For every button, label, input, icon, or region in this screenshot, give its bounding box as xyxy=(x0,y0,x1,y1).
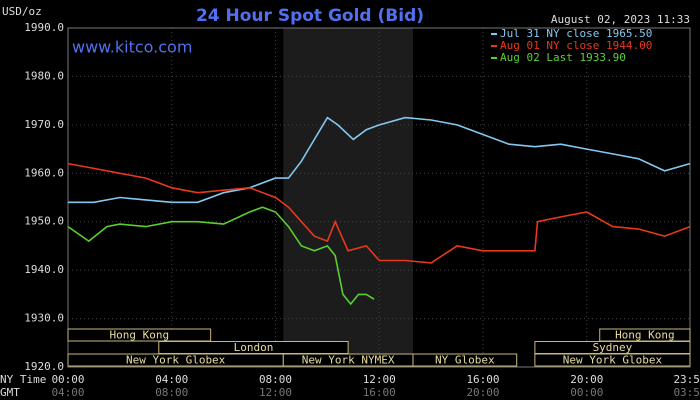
x2-axis-label: GMT xyxy=(0,386,20,399)
y-tick-label: 1990.0 xyxy=(24,21,64,34)
session-bar xyxy=(67,328,212,342)
x-tick-label: 23:59 xyxy=(673,373,700,386)
y-tick-label: 1930.0 xyxy=(24,312,64,325)
session-label: NY Globex xyxy=(435,354,495,367)
y-tick-label: 1960.0 xyxy=(24,166,64,179)
x2-tick-label: 20:00 xyxy=(466,386,499,399)
y-tick-label: 1980.0 xyxy=(24,69,64,82)
y-tick-label: 1940.0 xyxy=(24,263,64,276)
x-tick-label: 00:00 xyxy=(51,373,84,386)
session-label: Sydney xyxy=(593,341,633,354)
session-label: New York Globex xyxy=(563,354,663,367)
y-tick-label: 1920.0 xyxy=(24,360,64,373)
session-shade xyxy=(283,28,413,367)
chart-title: 24 Hour Spot Gold (Bid) xyxy=(196,6,424,26)
x2-tick-label: 04:00 xyxy=(51,386,84,399)
plot-frame xyxy=(67,27,691,368)
x2-tick-label: 03:59 xyxy=(673,386,700,399)
session-label: New York Globex xyxy=(126,354,226,367)
x-tick-label: 12:00 xyxy=(363,373,396,386)
session-label: London xyxy=(234,341,274,354)
x2-tick-label: 12:00 xyxy=(259,386,292,399)
session-bar xyxy=(412,353,518,367)
x2-tick-label: 00:00 xyxy=(570,386,603,399)
x-axis-label: NY Time xyxy=(0,373,46,386)
x-tick-label: 04:00 xyxy=(155,373,188,386)
session-label: Hong Kong xyxy=(110,329,170,342)
session-bar xyxy=(534,353,691,367)
watermark: www.kitco.com xyxy=(72,38,192,57)
series-line xyxy=(67,206,375,306)
legend-label: Jul 31 NY close 1965.50 xyxy=(500,27,652,40)
session-label: New York NYMEX xyxy=(302,354,395,367)
x-tick-label: 16:00 xyxy=(466,373,499,386)
session-label: Hong Kong xyxy=(615,329,675,342)
legend-label: Aug 02 Last 1933.90 xyxy=(500,51,626,64)
y-tick-label: 1970.0 xyxy=(24,118,64,131)
y-axis-label: USD/oz xyxy=(2,5,42,18)
x-tick-label: 08:00 xyxy=(259,373,292,386)
timestamp: August 02, 2023 11:33 xyxy=(551,13,690,26)
x2-tick-label: 08:00 xyxy=(155,386,188,399)
legend-label: Aug 01 NY close 1944.00 xyxy=(500,39,652,52)
y-tick-label: 1950.0 xyxy=(24,215,64,228)
series-line xyxy=(67,162,691,264)
x2-tick-label: 16:00 xyxy=(363,386,396,399)
series-line xyxy=(68,116,691,204)
x-tick-label: 20:00 xyxy=(570,373,603,386)
